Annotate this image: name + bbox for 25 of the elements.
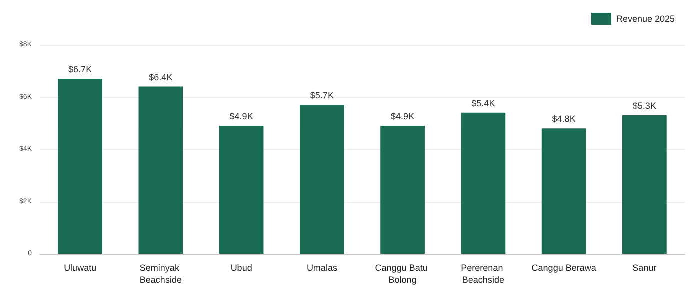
data-label: $4.9K [230, 111, 254, 122]
bar [542, 128, 586, 254]
data-label: $5.4K [472, 98, 496, 108]
x-tick-label: Ubud [230, 263, 252, 273]
legend-label: Revenue 2025 [616, 14, 676, 24]
x-tick-label: Seminyak Beachside [140, 263, 182, 285]
bar [58, 78, 102, 254]
x-tick-label: Umalas [306, 263, 338, 273]
bar [300, 105, 344, 254]
bar [219, 126, 264, 254]
data-label: $5.7K [310, 90, 334, 101]
data-label: $6.4K [149, 72, 173, 82]
x-tick-label: Uluwatu [64, 263, 97, 273]
x-tick-label: Canggu Batu Bolong [375, 263, 430, 285]
x-tick-label: Canggu Berawa [532, 263, 596, 273]
x-tick-label: Sanur [632, 263, 657, 273]
data-label: $5.3K [632, 101, 656, 112]
bar [461, 112, 506, 254]
data-label: $4.9K [391, 111, 415, 122]
data-label: $6.7K [68, 64, 92, 74]
bar [622, 116, 667, 254]
x-tick-label: Pererenan Beachside [461, 263, 506, 285]
bar [138, 86, 184, 254]
data-label: $4.8K [552, 114, 576, 124]
bar [380, 126, 425, 254]
